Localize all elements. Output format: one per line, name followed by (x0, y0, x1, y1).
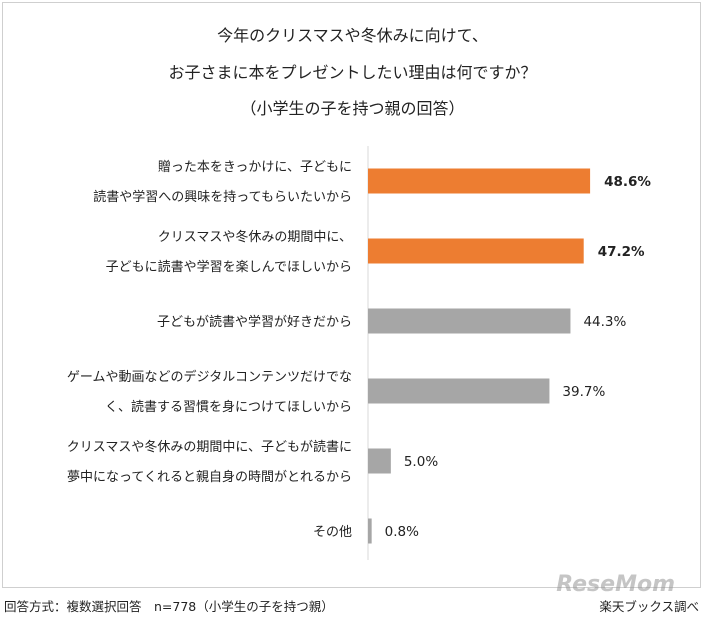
category-label-6: その他 (313, 525, 352, 540)
value-label-1: 48.6% (604, 174, 651, 190)
bar-chart: 48.6% 贈った本をきっかけに、子どもに読書や学習への興味を持ってもらいたいから… (67, 146, 651, 560)
category-label-1-line-2: 読書や学習への興味を持ってもらいたいから (93, 189, 352, 205)
category-label-4-line-1: ゲームや動画などのデジタルコンテンツだけでな (67, 369, 352, 385)
value-label-4: 39.7% (562, 384, 605, 400)
bar-5 (368, 448, 391, 474)
category-label-4: ゲームや動画などのデジタルコンテンツだけでなく、読書する習慣を身につけてほしいか… (67, 369, 352, 415)
watermark-logo: ReseMom (556, 572, 675, 597)
bar-6 (368, 518, 372, 544)
value-label-5: 5.0% (404, 454, 438, 470)
chart-frame (2, 2, 701, 588)
footer-method-note: 回答方式：複数選択回答 n=778（小学生の子を持つ親） (4, 599, 334, 614)
bar-2 (368, 238, 584, 264)
category-label-3-line-1: 子どもが読書や学習が好きだから (157, 314, 352, 330)
category-label-2: クリスマスや冬休みの期間中に、子どもに読書や学習を楽しんでほしいから (106, 229, 352, 275)
bar-4 (368, 378, 550, 404)
category-label-2-line-1: クリスマスや冬休みの期間中に、 (158, 229, 352, 245)
category-label-1-line-1: 贈った本をきっかけに、子どもに (158, 159, 352, 175)
category-label-1: 贈った本をきっかけに、子どもに読書や学習への興味を持ってもらいたいから (93, 159, 352, 205)
footer-source: 楽天ブックス調べ (599, 599, 699, 614)
category-label-5: クリスマスや冬休みの期間中に、子どもが読書に夢中になってくれると親自身の時間がと… (67, 439, 352, 485)
category-label-5-line-1: クリスマスや冬休みの期間中に、子どもが読書に (67, 439, 352, 455)
bar-1 (368, 168, 591, 194)
chart-title-line-2: お子さまに本をプレゼントしたい理由は何ですか？ (168, 63, 537, 82)
category-label-3: 子どもが読書や学習が好きだから (157, 314, 352, 330)
category-label-5-line-2: 夢中になってくれると親自身の時間がとれるから (67, 469, 352, 485)
chart-title-line-3: （小学生の子を持つ親の回答） (240, 99, 465, 118)
category-label-4-line-2: く、読書する習慣を身につけてほしいから (105, 399, 352, 415)
chart-title-line-1: 今年のクリスマスや冬休みに向けて、 (217, 26, 488, 45)
category-label-6-line-1: その他 (313, 525, 352, 540)
bar-3 (368, 308, 571, 334)
category-label-2-line-2: 子どもに読書や学習を楽しんでほしいから (106, 259, 352, 275)
value-label-3: 44.3% (583, 314, 626, 330)
value-label-2: 47.2% (598, 244, 645, 260)
value-label-6: 0.8% (385, 524, 419, 540)
